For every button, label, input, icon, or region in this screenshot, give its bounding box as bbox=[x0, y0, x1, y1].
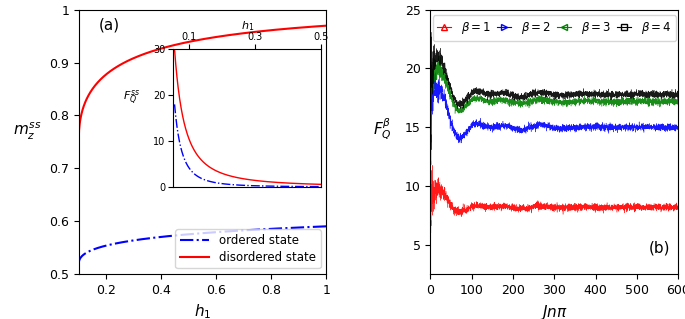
Text: (b): (b) bbox=[649, 241, 670, 256]
Text: (a): (a) bbox=[99, 18, 120, 33]
Y-axis label: $m^{ss}_z$: $m^{ss}_z$ bbox=[12, 121, 41, 142]
X-axis label: $h_1$: $h_1$ bbox=[194, 303, 211, 319]
Legend: $\beta=1$, $\beta=2$, $\beta=3$, $\beta=4$: $\beta=1$, $\beta=2$, $\beta=3$, $\beta=… bbox=[433, 16, 676, 41]
Legend: ordered state, disordered state: ordered state, disordered state bbox=[175, 229, 321, 268]
X-axis label: $Jn\pi$: $Jn\pi$ bbox=[540, 303, 569, 319]
Y-axis label: $F^{\beta}_Q$: $F^{\beta}_Q$ bbox=[373, 116, 392, 142]
